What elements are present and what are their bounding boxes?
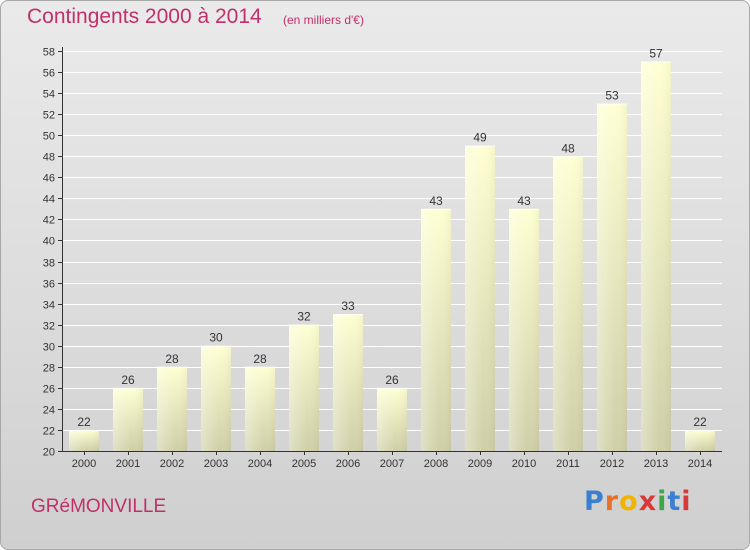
y-tick-label: 46 — [43, 173, 55, 185]
bar-highlight — [113, 387, 143, 451]
logo-letter: i — [657, 486, 668, 517]
x-tick-label: 2005 — [292, 458, 316, 470]
bars — [69, 61, 715, 452]
bar-value-label: 26 — [385, 373, 399, 387]
y-tick-label: 36 — [43, 279, 55, 291]
logo-letter: P — [584, 486, 605, 517]
bar-highlight — [641, 61, 671, 452]
y-tick-label: 30 — [43, 342, 55, 354]
y-tick-label: 58 — [43, 47, 55, 59]
bar-highlight — [289, 324, 319, 451]
y-tick-label: 26 — [43, 384, 55, 396]
bar-highlight — [509, 208, 539, 451]
y-tick-label: 56 — [43, 68, 55, 80]
chart-subtitle: (en milliers d'€) — [283, 13, 364, 27]
commune-name: GRéMONVILLE — [31, 496, 167, 517]
bar-value-label: 49 — [473, 131, 487, 145]
x-tick-label: 2012 — [600, 458, 624, 470]
x-tick-label: 2008 — [424, 458, 448, 470]
logo-letter: i — [681, 486, 692, 517]
bar-value-labels: 22 26 28 30 28 32 33 26 43 49 43 48 53 57 22 — [77, 47, 707, 429]
x-tick-label: 2002 — [160, 458, 184, 470]
y-tick-label: 24 — [43, 405, 55, 417]
x-tick-label: 2001 — [116, 458, 140, 470]
x-tick-label: 2007 — [380, 458, 404, 470]
x-tick-label: 2010 — [512, 458, 536, 470]
bar-value-label: 22 — [77, 415, 91, 429]
y-tick-label: 54 — [43, 89, 55, 101]
y-tick-label: 38 — [43, 258, 55, 270]
logo-letter: t — [667, 486, 682, 517]
bar-value-label: 28 — [253, 352, 267, 366]
axes: 20 22 24 26 28 30 32 34 36 38 40 42 44 46 48 50 52 54 56 58… — [43, 47, 722, 470]
y-tick-label: 48 — [43, 152, 55, 164]
bar-value-label: 53 — [605, 89, 619, 103]
y-tick-label: 34 — [43, 300, 55, 312]
logo-letter: o — [619, 486, 639, 517]
bar-value-label: 28 — [165, 352, 179, 366]
y-tick-label: 28 — [43, 363, 55, 375]
bar-highlight — [377, 387, 407, 451]
logo-letter: r — [604, 486, 620, 517]
bar-value-label: 48 — [561, 141, 575, 155]
bar-value-label: 57 — [649, 47, 663, 61]
x-tick-label: 2000 — [72, 458, 96, 470]
y-tick-label: 42 — [43, 215, 55, 227]
y-tick-label: 32 — [43, 321, 55, 333]
bar-highlight — [333, 314, 363, 451]
bar-highlight — [421, 208, 451, 451]
bar-highlight — [157, 366, 187, 451]
x-tick-label: 2004 — [248, 458, 272, 470]
y-tick-label: 40 — [43, 236, 55, 248]
bar-highlight — [201, 345, 231, 451]
x-tick-label: 2011 — [556, 458, 580, 470]
y-tick-label: 50 — [43, 131, 55, 143]
x-tick-label: 2006 — [336, 458, 360, 470]
logo-letter: x — [638, 486, 658, 517]
y-tick-label: 20 — [43, 447, 55, 459]
bar-highlight — [69, 429, 99, 451]
bar-highlight — [597, 103, 627, 451]
bar-value-label: 33 — [341, 299, 355, 313]
x-tick-label: 2009 — [468, 458, 492, 470]
bar-value-label: 30 — [209, 331, 223, 345]
bar-value-label: 43 — [517, 194, 531, 208]
y-tick-label: 22 — [43, 426, 55, 438]
x-tick-label: 2014 — [688, 458, 712, 470]
bar-highlight — [245, 366, 275, 451]
bar-value-label: 43 — [429, 194, 443, 208]
bar-highlight — [465, 145, 495, 451]
proxiti-logo: Proxiti — [584, 486, 692, 517]
bar-highlight — [685, 429, 715, 451]
bar-value-label: 26 — [121, 373, 135, 387]
y-tick-label: 44 — [43, 194, 55, 206]
chart-title: Contingents 2000 à 2014 — [27, 5, 262, 28]
x-tick-label: 2003 — [204, 458, 228, 470]
bar-value-label: 22 — [693, 415, 707, 429]
y-tick-label: 52 — [43, 110, 55, 122]
x-tick-label: 2013 — [644, 458, 668, 470]
bar-highlight — [553, 156, 583, 451]
bar-value-label: 32 — [297, 310, 311, 324]
